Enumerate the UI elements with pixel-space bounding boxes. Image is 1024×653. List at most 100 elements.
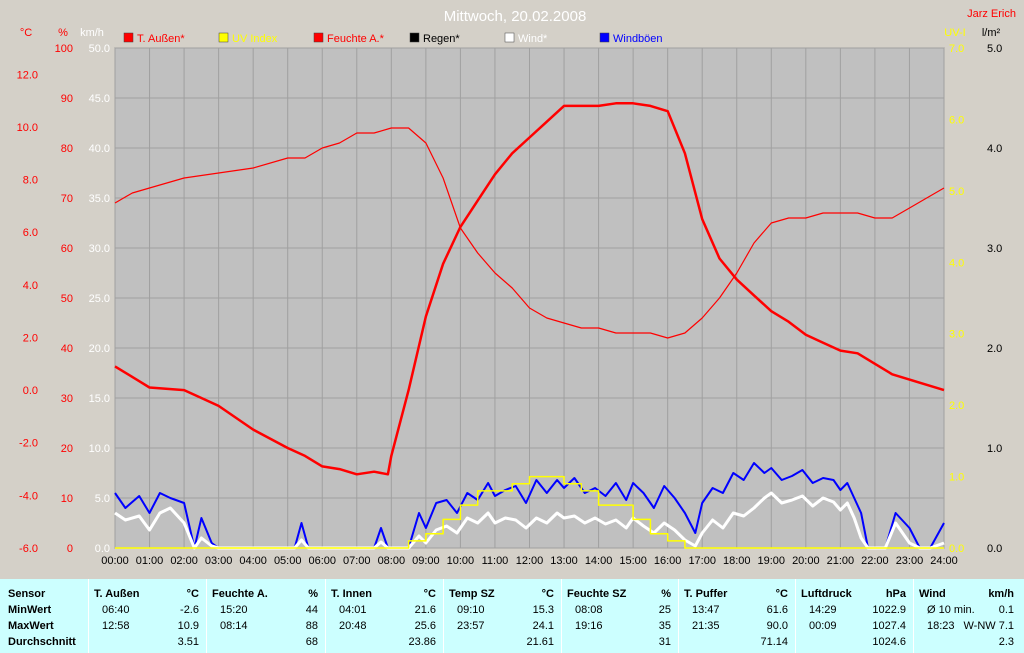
uv-tick-label: 0.0 xyxy=(949,543,964,555)
sensor-unit: % xyxy=(308,588,318,600)
x-tick-label: 23:00 xyxy=(896,555,924,567)
wind-tick-label: 5.0 xyxy=(95,493,110,505)
sensor-unit: °C xyxy=(775,588,788,600)
humidity-tick-label: 50 xyxy=(61,293,73,305)
x-tick-label: 10:00 xyxy=(447,555,475,567)
sensor-name: Wind xyxy=(919,588,946,600)
column-separator xyxy=(206,579,207,653)
rain-tick-label: 0.0 xyxy=(987,543,1002,555)
min-value: 61.6 xyxy=(766,604,788,616)
rain-tick-label: 2.0 xyxy=(987,343,1002,355)
x-tick-label: 24:00 xyxy=(930,555,958,567)
sensor-unit: km/h xyxy=(988,588,1014,600)
temp-tick-label: -4.0 xyxy=(19,490,38,502)
min-time: 06:40 xyxy=(102,604,130,616)
legend-swatch xyxy=(504,32,515,43)
max-time: 23:57 xyxy=(457,620,485,632)
max-value: 1027.4 xyxy=(872,620,906,632)
uv-unit-label: UV-I xyxy=(944,27,965,39)
max-time: 12:58 xyxy=(102,620,130,632)
x-tick-label: 21:00 xyxy=(827,555,855,567)
average-value: 21.61 xyxy=(526,636,554,648)
wind-tick-label: 35.0 xyxy=(89,193,110,205)
max-time: 19:16 xyxy=(575,620,603,632)
column-separator xyxy=(443,579,444,653)
min-value: 25 xyxy=(658,604,671,616)
max-time: 21:35 xyxy=(692,620,720,632)
row-label: Durchschnitt xyxy=(8,636,76,648)
statistics-panel: Sensor MinWert MaxWert Durchschnitt T. Außen… xyxy=(0,579,1024,653)
humidity-tick-label: 10 xyxy=(61,493,73,505)
x-tick-label: 17:00 xyxy=(688,555,716,567)
sensor-name: T. Innen xyxy=(331,588,372,600)
series-line-uv-index xyxy=(115,475,944,549)
x-tick-label: 07:00 xyxy=(343,555,371,567)
temp-tick-label: 6.0 xyxy=(23,227,38,239)
x-tick-label: 19:00 xyxy=(758,555,786,567)
min-value: 1022.9 xyxy=(872,604,906,616)
series-line-feuchte-a xyxy=(114,127,945,339)
legend-swatch xyxy=(409,32,420,43)
legend-swatch xyxy=(218,32,229,43)
wind-tick-label: 20.0 xyxy=(89,343,110,355)
sensor-unit: °C xyxy=(541,588,554,600)
min-time: 04:01 xyxy=(339,604,367,616)
average-value: 2.3 xyxy=(998,636,1014,648)
min-value: 44 xyxy=(305,604,318,616)
min-value: 21.6 xyxy=(414,604,436,616)
uv-tick-label: 5.0 xyxy=(949,186,964,198)
x-tick-label: 01:00 xyxy=(136,555,164,567)
max-time: 18:23 xyxy=(927,620,955,632)
max-value: 25.6 xyxy=(414,620,436,632)
legend-label: Feuchte A.* xyxy=(327,33,385,45)
rain-tick-label: 1.0 xyxy=(987,443,1002,455)
wind-tick-label: 40.0 xyxy=(89,143,110,155)
min-time: Ø 10 min. xyxy=(927,604,975,616)
max-value: 24.1 xyxy=(532,620,554,632)
column-separator xyxy=(678,579,679,653)
sensor-name: Temp SZ xyxy=(449,588,495,600)
sensor-unit: °C xyxy=(423,588,436,600)
chart-author: Jarz Erich xyxy=(967,8,1016,20)
humidity-unit-label: % xyxy=(58,27,68,39)
temp-tick-label: 4.0 xyxy=(23,280,38,292)
sensor-name: T. Außen xyxy=(94,588,140,600)
sensor-unit: hPa xyxy=(885,588,906,600)
max-value: 10.9 xyxy=(177,620,199,632)
series-line-wind xyxy=(114,491,945,550)
sensor-unit: °C xyxy=(186,588,199,600)
max-value: W-NW 7.1 xyxy=(963,620,1014,632)
weather-chart: 00:00 01:00 02:00 03:00 04:00 05:00 06:00 07:00… xyxy=(17,8,1016,567)
humidity-tick-label: 0 xyxy=(67,543,73,555)
x-tick-label: 13:00 xyxy=(550,555,578,567)
temp-tick-label: -6.0 xyxy=(19,543,38,555)
uv-tick-label: 6.0 xyxy=(949,114,964,126)
legend-swatch xyxy=(123,32,134,43)
min-value: 0.1 xyxy=(998,604,1014,616)
wind-tick-label: 10.0 xyxy=(89,443,110,455)
min-value: -2.6 xyxy=(180,604,199,616)
humidity-tick-label: 40 xyxy=(61,343,73,355)
temp-tick-label: -2.0 xyxy=(19,438,38,450)
average-value: 1024.6 xyxy=(872,636,906,648)
rain-unit-label: l/m² xyxy=(982,27,1001,39)
average-value: 3.51 xyxy=(177,636,199,648)
uv-tick-label: 4.0 xyxy=(949,257,964,269)
humidity-tick-label: 80 xyxy=(61,143,73,155)
x-tick-label: 06:00 xyxy=(308,555,336,567)
humidity-tick-label: 20 xyxy=(61,443,73,455)
max-value: 35 xyxy=(658,620,671,632)
x-tick-label: 22:00 xyxy=(861,555,889,567)
legend-swatch xyxy=(599,32,610,43)
wind-tick-label: 0.0 xyxy=(95,543,110,555)
temp-tick-label: 2.0 xyxy=(23,332,38,344)
max-value: 90.0 xyxy=(766,620,788,632)
humidity-tick-label: 60 xyxy=(61,243,73,255)
legend-label: Regen* xyxy=(423,33,460,45)
x-tick-label: 20:00 xyxy=(792,555,820,567)
humidity-tick-label: 90 xyxy=(61,93,73,105)
max-time: 08:14 xyxy=(220,620,248,632)
average-value: 68 xyxy=(305,636,318,648)
x-tick-label: 03:00 xyxy=(205,555,233,567)
rain-tick-label: 5.0 xyxy=(987,43,1002,55)
